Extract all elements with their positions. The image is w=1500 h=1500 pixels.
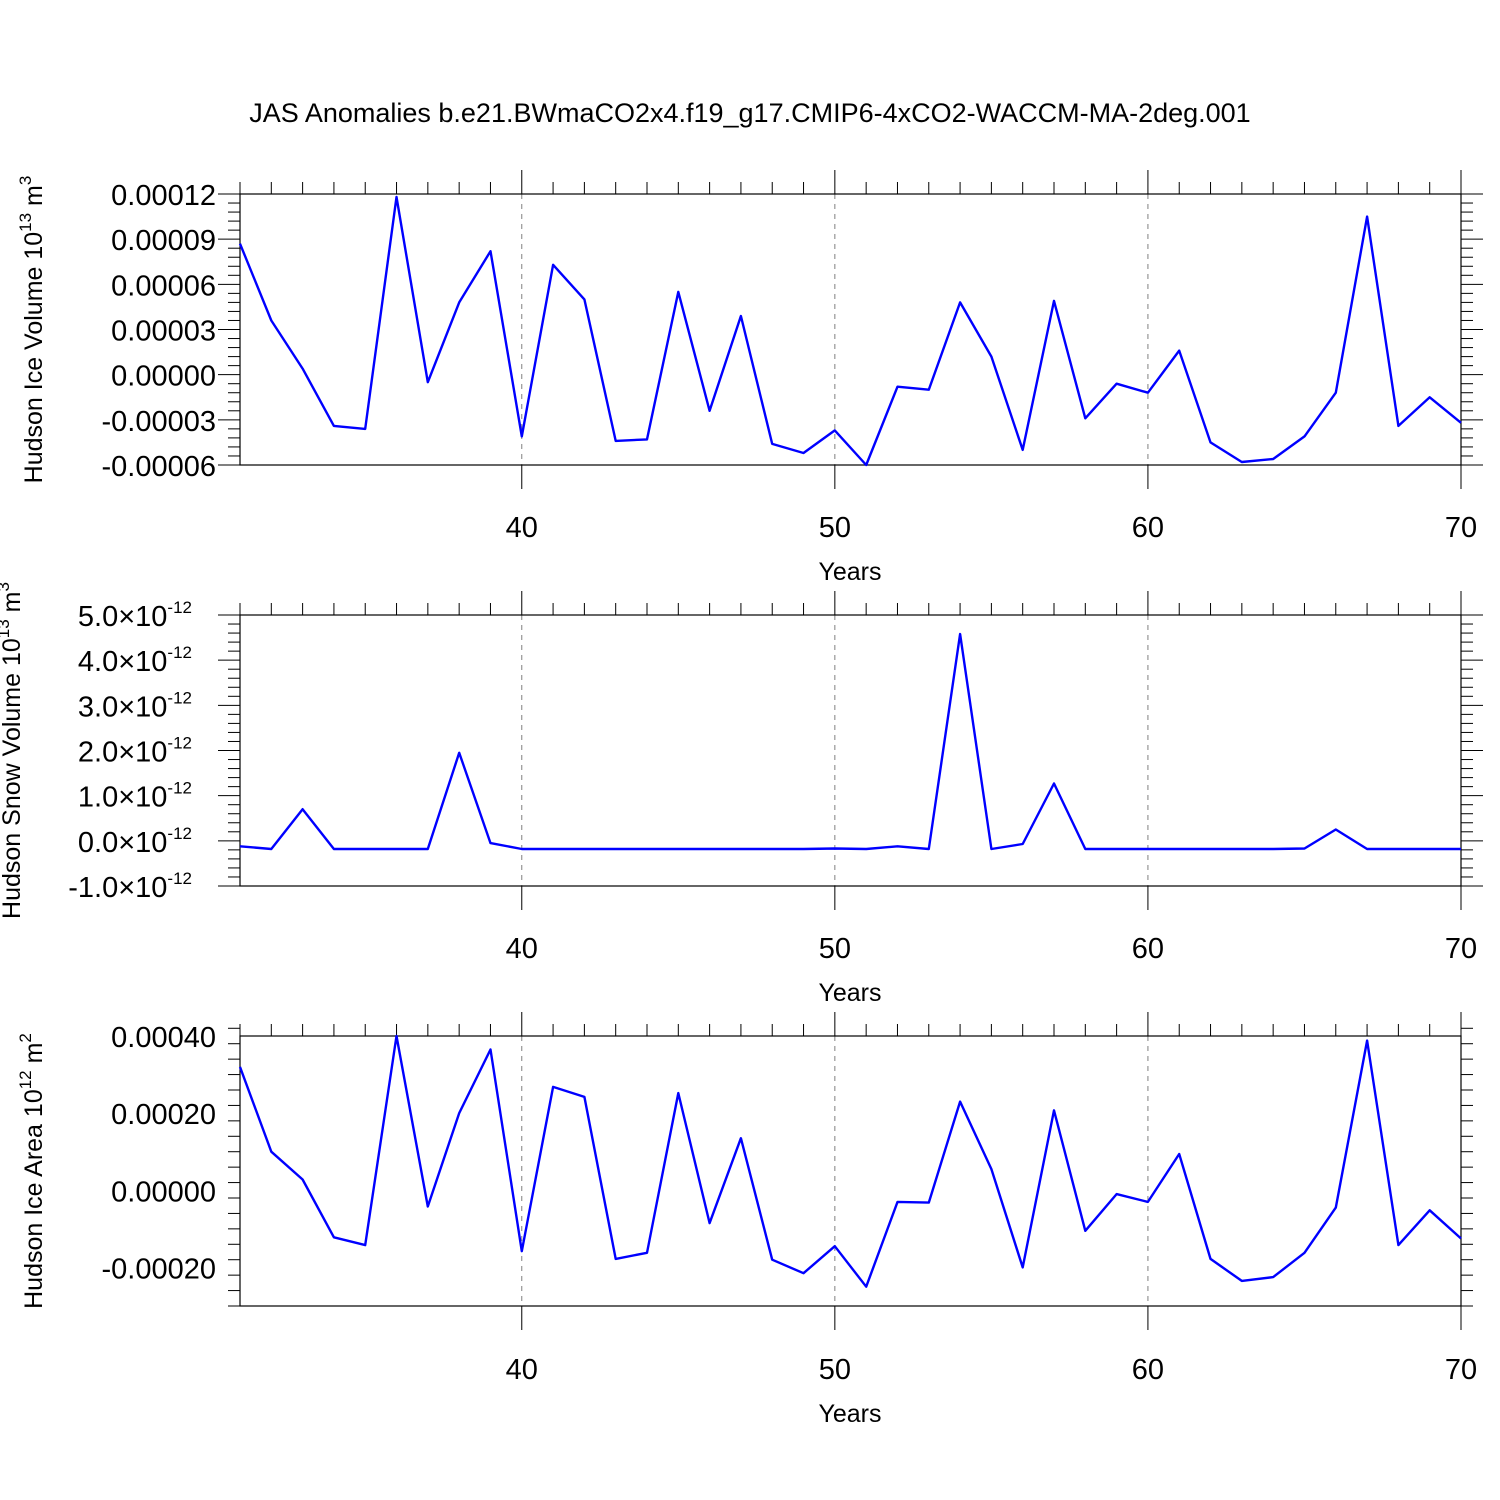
x-tick-label: 70 (1445, 933, 1477, 965)
snow-volume-panel: -1.0×10-12 0.0×10-12 1.0×10-12 2.0×10-12 3.0… (0, 582, 1483, 1007)
x-tick-label: 50 (819, 1354, 851, 1386)
y-tick-label: 1.0×10-12 (78, 779, 192, 814)
plot-frame (239, 1035, 1462, 1307)
series-line (238, 1034, 1462, 1288)
x-tick-label: 40 (506, 512, 538, 544)
y-tick-label: 0.00000 (111, 1176, 216, 1208)
x-tick-label: 70 (1445, 512, 1477, 544)
ice-volume-panel: -0.00006 -0.00003 0.00000 0.00003 0.00006 0.0… (16, 170, 1483, 586)
x-tick-label: 50 (819, 933, 851, 965)
y-tick-label: 0.00003 (111, 316, 216, 348)
y-tick-label: 4.0×10-12 (78, 643, 192, 678)
y-tick-label: 3.0×10-12 (78, 688, 192, 723)
series-line (239, 632, 1461, 851)
ice-area-panel: -0.00020 0.00000 0.00020 0.00040 40 50 60 70 Yea… (16, 1012, 1477, 1428)
y-tick-label: 5.0×10-12 (78, 598, 192, 633)
x-tick-label: 40 (506, 933, 538, 965)
y-tick-label: 0.00009 (111, 225, 216, 257)
plot-frame (239, 193, 1462, 466)
chart-title: JAS Anomalies b.e21.BWmaCO2x4.f19_g17.CM… (249, 98, 1250, 128)
x-tick-label: 40 (506, 1354, 538, 1386)
x-tick-label: 50 (819, 512, 851, 544)
y-tick-label: 0.0×10-12 (78, 824, 192, 859)
series-line (238, 195, 1462, 467)
y-tick-label: 0.00040 (111, 1022, 216, 1054)
y-tick-label: 0.00000 (111, 361, 216, 393)
x-tick-label: 70 (1445, 1354, 1477, 1386)
x-axis-label: Years (818, 558, 881, 586)
x-axis-label: Years (818, 979, 881, 1007)
x-tick-label: 60 (1132, 933, 1164, 965)
y-tick-label: 0.00006 (111, 270, 216, 302)
x-tick-label: 60 (1132, 1354, 1164, 1386)
y-tick-label: -0.00006 (102, 451, 217, 483)
y-axis-label: Hudson Snow Volume 1013 m3 (0, 582, 26, 919)
x-tick-label: 60 (1132, 512, 1164, 544)
y-tick-label: 0.00012 (111, 180, 216, 212)
y-tick-label: 2.0×10-12 (78, 734, 192, 769)
y-axis-label: Hudson Ice Area 1012 m2 (16, 1033, 48, 1309)
y-axis-label: Hudson Ice Volume 1013 m3 (16, 176, 48, 484)
y-tick-label: 0.00020 (111, 1099, 216, 1131)
plot-frame (239, 614, 1462, 887)
x-axis-label: Years (818, 1400, 881, 1428)
y-tick-label: -0.00003 (102, 406, 217, 438)
y-tick-label: -1.0×10-12 (68, 869, 192, 904)
y-tick-label: -0.00020 (102, 1253, 217, 1285)
